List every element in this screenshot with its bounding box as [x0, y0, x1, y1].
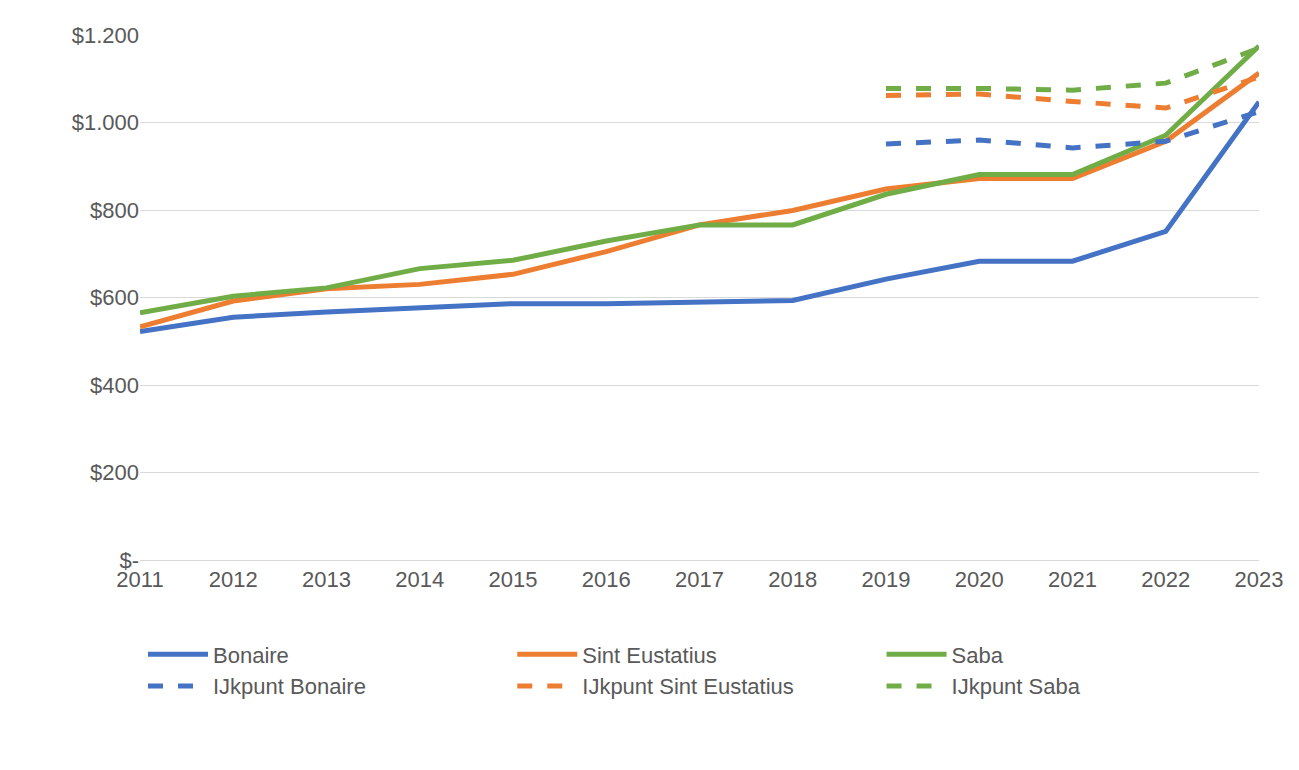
- svg-text:2021: 2021: [1048, 567, 1097, 592]
- svg-text:Bonaire: Bonaire: [213, 643, 289, 668]
- svg-text:$600: $600: [90, 285, 139, 310]
- svg-text:IJkpunt Bonaire: IJkpunt Bonaire: [213, 674, 366, 699]
- svg-text:2019: 2019: [862, 567, 911, 592]
- svg-text:2018: 2018: [768, 567, 817, 592]
- svg-text:2017: 2017: [675, 567, 724, 592]
- svg-text:IJkpunt Saba: IJkpunt Saba: [952, 674, 1081, 699]
- svg-text:$-: $-: [119, 548, 139, 573]
- svg-text:2013: 2013: [302, 567, 351, 592]
- svg-text:$800: $800: [90, 198, 139, 223]
- svg-text:2020: 2020: [955, 567, 1004, 592]
- svg-text:$400: $400: [90, 373, 139, 398]
- svg-text:2022: 2022: [1141, 567, 1190, 592]
- svg-text:$200: $200: [90, 460, 139, 485]
- svg-text:Saba: Saba: [952, 643, 1004, 668]
- svg-text:2023: 2023: [1235, 567, 1284, 592]
- svg-text:$1.000: $1.000: [72, 110, 139, 135]
- svg-text:$1.200: $1.200: [72, 23, 139, 48]
- svg-text:2011: 2011: [116, 567, 163, 592]
- svg-text:2015: 2015: [489, 567, 538, 592]
- svg-text:2012: 2012: [209, 567, 258, 592]
- svg-text:IJkpunt Sint Eustatius: IJkpunt Sint Eustatius: [582, 674, 794, 699]
- svg-text:2016: 2016: [582, 567, 631, 592]
- svg-text:2014: 2014: [395, 567, 444, 592]
- svg-text:Sint Eustatius: Sint Eustatius: [582, 643, 717, 668]
